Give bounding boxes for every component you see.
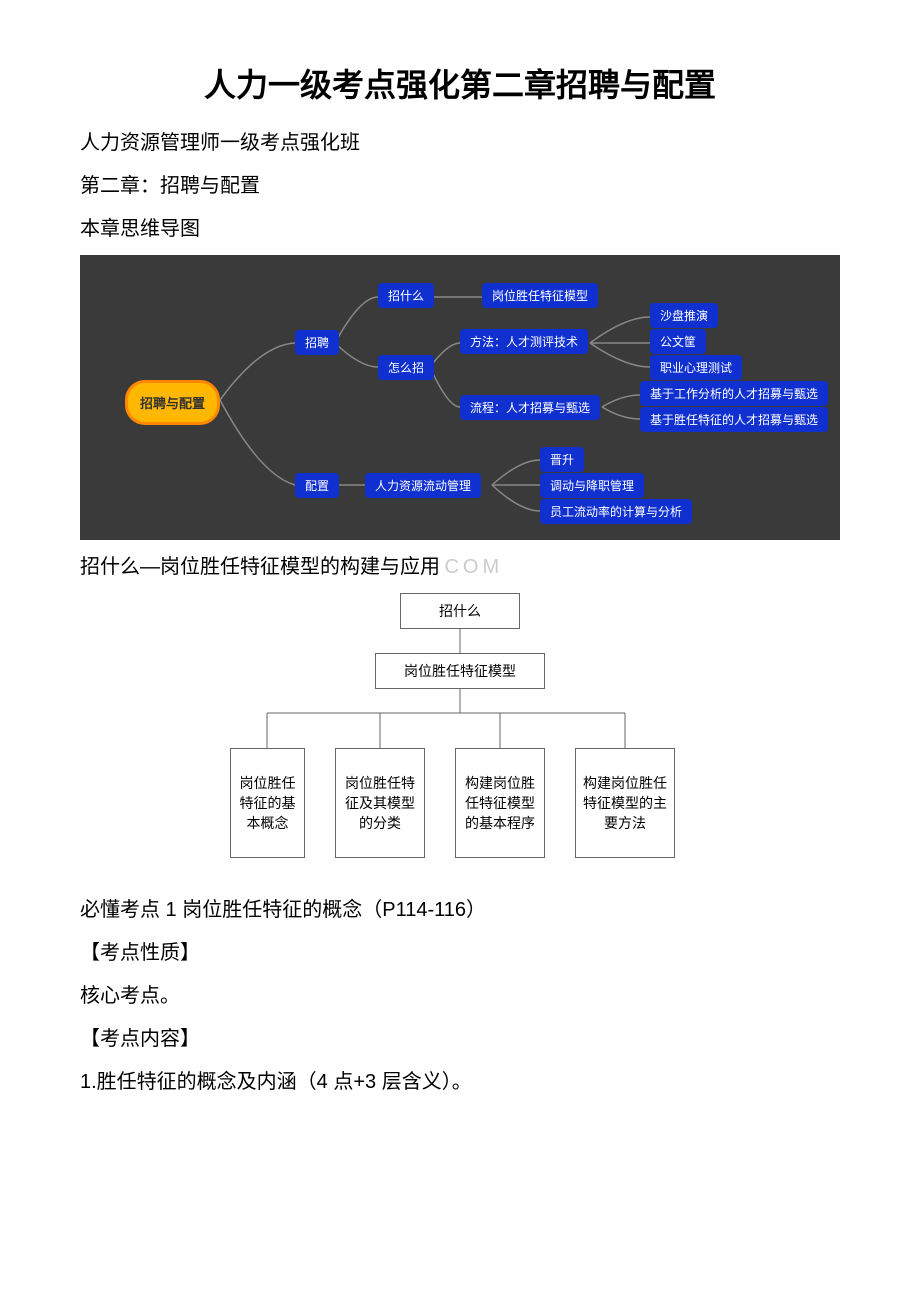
tree-diagram: 招什么岗位胜任特征模型岗位胜任特征的基本概念岗位胜任特征及其模型的分类构建岗位胜… [220,593,700,873]
subtitle-3: 本章思维导图 [80,212,840,241]
subtitle-1: 人力资源管理师一级考点强化班 [80,126,840,155]
mindmap-node: 招什么 [378,283,434,308]
mindmap-node: 基于工作分析的人才招募与甄选 [640,381,828,406]
page-title: 人力一级考点强化第二章招聘与配置 [80,60,840,106]
mindmap-root-node: 招聘与配置 [125,380,220,425]
mindmap-node: 沙盘推演 [650,303,718,328]
text-line-4: 【考点内容】 [80,1022,840,1051]
subtitle-2: 第二章：招聘与配置 [80,169,840,198]
tree-node: 岗位胜任特征及其模型的分类 [335,748,425,858]
text-line-5: 1.胜任特征的概念及内涵（4 点+3 层含义）。 [80,1065,840,1094]
watermark-text: COM [444,556,503,578]
text-line-2: 【考点性质】 [80,936,840,965]
text-line-3: 核心考点。 [80,979,840,1008]
mindmap-node: 方法：人才测评技术 [460,329,588,354]
mindmap-diagram: 招聘与配置 招聘 招什么 岗位胜任特征模型怎么招 方法：人才测评技术 沙盘推演公文筐职业… [80,255,840,540]
mindmap-node: 配置 [295,473,339,498]
mindmap-node: 基于胜任特征的人才招募与甄选 [640,407,828,432]
tree-node: 岗位胜任特征的基本概念 [230,748,305,858]
text-line-1: 必懂考点 1 岗位胜任特征的概念（P114-116） [80,893,840,922]
mindmap-node: 流程：人才招募与甄选 [460,395,600,420]
mindmap-node: 公文筐 [650,329,706,354]
mindmap-node: 怎么招 [378,355,434,380]
tree-node: 构建岗位胜任特征模型的主要方法 [575,748,675,858]
mindmap-node: 晋升 [540,447,584,472]
mindmap-node: 员工流动率的计算与分析 [540,499,692,524]
mindmap-node: 岗位胜任特征模型 [482,283,598,308]
tree-node: 招什么 [400,593,520,629]
tree-node: 岗位胜任特征模型 [375,653,545,689]
mindmap-node: 人力资源流动管理 [365,473,481,498]
mindmap-node: 招聘 [295,330,339,355]
tree-node: 构建岗位胜任特征模型的基本程序 [455,748,545,858]
mindmap-node: 调动与降职管理 [540,473,644,498]
mindmap-node: 职业心理测试 [650,355,742,380]
section-heading: 招什么—岗位胜任特征模型的构建与应用 [80,556,440,578]
